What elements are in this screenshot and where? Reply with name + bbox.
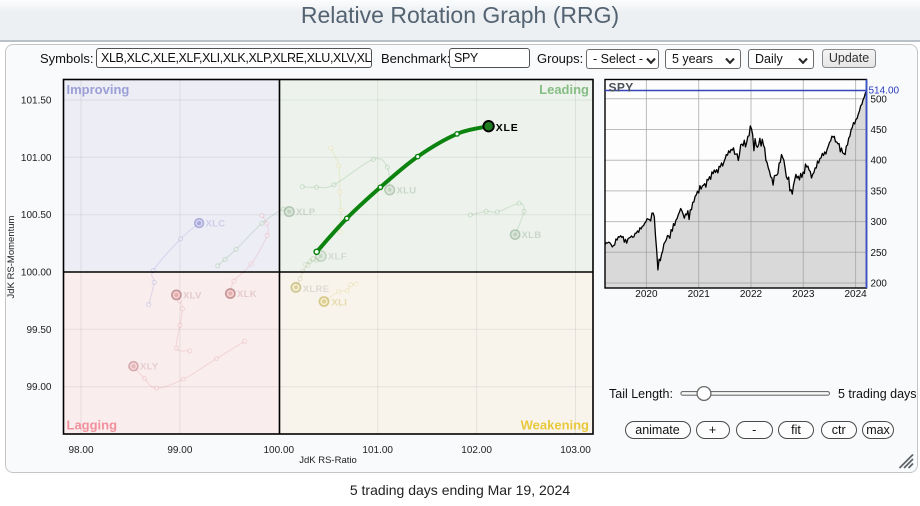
svg-text:500: 500: [871, 94, 888, 105]
svg-text:XLB: XLB: [522, 230, 542, 241]
svg-text:XLE: XLE: [496, 122, 519, 134]
svg-text:100.50: 100.50: [21, 210, 52, 221]
svg-text:Improving: Improving: [67, 82, 130, 97]
svg-text:100.00: 100.00: [264, 445, 295, 456]
svg-text:101.50: 101.50: [21, 96, 52, 107]
svg-text:100.00: 100.00: [21, 268, 52, 279]
svg-text:XLF: XLF: [328, 252, 347, 263]
svg-text:Weakening: Weakening: [521, 418, 589, 433]
svg-text:400: 400: [871, 156, 888, 167]
svg-text:XLK: XLK: [237, 289, 257, 300]
svg-text:XLV: XLV: [183, 290, 202, 301]
svg-text:Leading: Leading: [539, 82, 589, 97]
svg-text:XLY: XLY: [140, 362, 159, 373]
svg-text:JdK RS-Ratio: JdK RS-Ratio: [299, 455, 357, 466]
svg-text:2023: 2023: [792, 289, 815, 300]
svg-text:2022: 2022: [740, 289, 763, 300]
svg-text:103.00: 103.00: [560, 445, 591, 456]
svg-text:JdK RS-Momentum: JdK RS-Momentum: [6, 215, 17, 298]
svg-text:2024: 2024: [844, 289, 867, 300]
svg-text:350: 350: [871, 186, 888, 197]
svg-text:XLU: XLU: [397, 185, 417, 196]
svg-text:250: 250: [871, 248, 888, 259]
svg-text:101.00: 101.00: [21, 153, 52, 164]
svg-text:Lagging: Lagging: [67, 418, 118, 433]
svg-text:XLI: XLI: [332, 297, 348, 308]
svg-text:XLC: XLC: [206, 219, 226, 230]
svg-text:99.00: 99.00: [167, 445, 192, 456]
svg-text:2021: 2021: [688, 289, 711, 300]
svg-text:101.00: 101.00: [362, 445, 393, 456]
svg-text:200: 200: [871, 279, 888, 290]
svg-text:300: 300: [871, 217, 888, 228]
svg-text:99.50: 99.50: [26, 325, 51, 336]
svg-text:102.00: 102.00: [461, 445, 492, 456]
svg-text:98.00: 98.00: [68, 445, 93, 456]
svg-text:514.00: 514.00: [869, 86, 900, 97]
svg-text:XLP: XLP: [296, 207, 316, 218]
svg-text:SPY: SPY: [609, 81, 634, 95]
svg-text:2020: 2020: [635, 289, 658, 300]
svg-text:99.00: 99.00: [26, 382, 51, 393]
svg-text:450: 450: [871, 125, 888, 136]
svg-text:XLRE: XLRE: [303, 284, 330, 295]
